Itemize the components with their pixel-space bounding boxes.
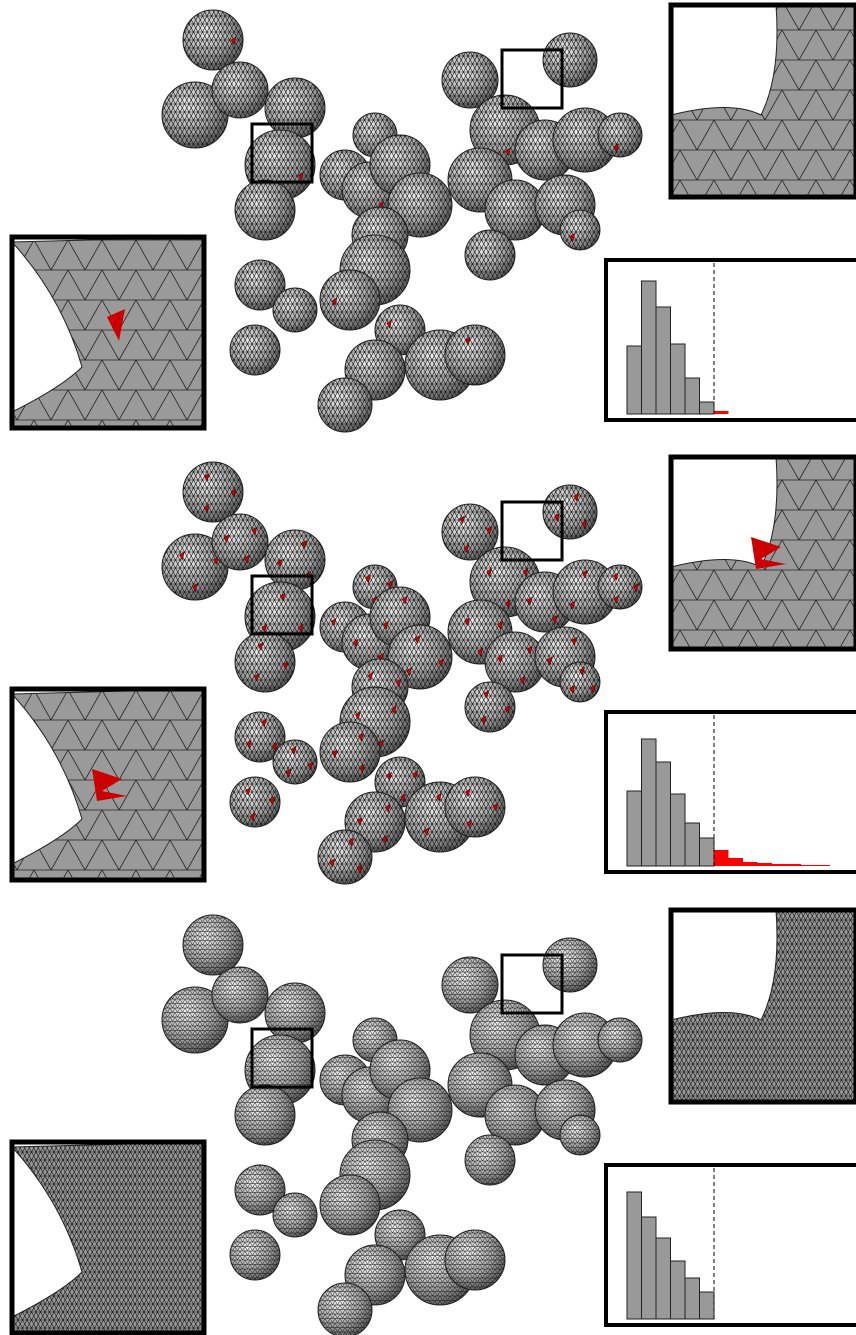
histogram-bar: [627, 346, 642, 414]
sphere-mesh: [598, 1018, 642, 1062]
inset-zoom: [671, 457, 856, 649]
figure: [0, 0, 856, 1335]
sphere-mesh: [235, 632, 295, 692]
molecule-render: [162, 462, 642, 884]
sphere-mesh: [265, 78, 325, 138]
histogram-bar: [671, 794, 686, 866]
sphere-mesh: [212, 62, 268, 118]
inset-zoom: [12, 689, 204, 880]
histogram-bar: [772, 864, 787, 866]
sphere-mesh: [560, 210, 600, 250]
inset-zoom: [671, 910, 856, 1102]
sphere-mesh: [318, 830, 372, 884]
histogram-bar: [671, 344, 686, 414]
sphere-mesh: [235, 1085, 295, 1145]
sphere-mesh: [230, 325, 280, 375]
histogram-bar: [729, 858, 744, 866]
sphere-mesh: [318, 1283, 372, 1335]
sphere-mesh: [273, 740, 317, 784]
histogram-bar: [685, 378, 700, 414]
sphere-mesh: [445, 1230, 505, 1290]
histogram-bar: [758, 863, 773, 866]
histogram-bar: [700, 838, 715, 866]
sphere-mesh: [183, 915, 243, 975]
inset-zoom: [12, 1142, 204, 1333]
histogram-bar: [642, 739, 657, 866]
sphere-mesh: [598, 113, 642, 157]
sphere-mesh: [543, 938, 597, 992]
sphere-mesh: [543, 33, 597, 87]
sphere-mesh: [320, 270, 380, 330]
sphere-mesh: [265, 530, 325, 590]
sphere-mesh: [273, 288, 317, 332]
sphere-mesh: [235, 180, 295, 240]
sphere-mesh: [560, 662, 600, 702]
histogram-bar: [685, 823, 700, 866]
sphere-mesh: [265, 983, 325, 1043]
histogram-bar: [656, 307, 671, 414]
sphere-mesh: [560, 1115, 600, 1155]
histogram-bar: [627, 1192, 642, 1319]
sphere-mesh: [320, 722, 380, 782]
sphere-mesh: [273, 1193, 317, 1237]
inset-zoom: [12, 237, 204, 428]
sphere-mesh: [543, 485, 597, 539]
histogram-bar: [656, 1238, 671, 1319]
histogram-bar: [627, 791, 642, 866]
sphere-mesh: [465, 230, 515, 280]
histogram-bar: [743, 862, 758, 866]
sphere-mesh: [445, 325, 505, 385]
histogram-bar: [685, 1278, 700, 1319]
sphere-mesh: [212, 967, 268, 1023]
histogram-bar: [816, 865, 831, 866]
sphere-mesh: [465, 1135, 515, 1185]
histogram-bar: [656, 762, 671, 866]
histogram-bar: [700, 1292, 715, 1319]
molecule-render: [162, 915, 642, 1335]
sphere-mesh: [230, 1230, 280, 1280]
histogram-bar: [642, 281, 657, 414]
molecule-render: [162, 10, 642, 432]
inset-zoom: [671, 5, 856, 197]
sphere-mesh: [318, 378, 372, 432]
histogram-bar: [801, 865, 816, 866]
histogram-bar: [700, 402, 715, 414]
sphere-mesh: [320, 1175, 380, 1235]
sphere-mesh: [212, 514, 268, 570]
histogram-bar: [714, 411, 729, 414]
histogram-bar: [671, 1261, 686, 1319]
histogram-bar: [787, 864, 802, 866]
histogram-bar: [642, 1217, 657, 1319]
histogram-bar: [714, 850, 729, 866]
